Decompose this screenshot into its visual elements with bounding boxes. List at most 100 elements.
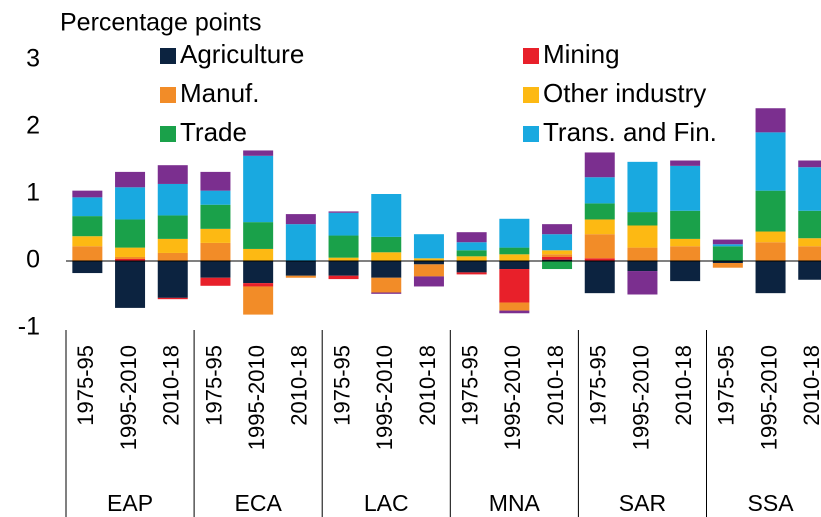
bar-segment	[200, 171, 231, 191]
bar-segment	[542, 261, 573, 270]
bar-segment	[755, 242, 786, 261]
bar-segment	[157, 165, 188, 184]
bar-segment	[72, 216, 103, 237]
bar-segment	[243, 248, 274, 261]
bar-segment	[200, 190, 231, 205]
bar-segment	[712, 244, 743, 247]
x-tick-label: 1975-95	[73, 345, 98, 426]
y-tick-label: 0	[26, 246, 40, 274]
bar-segment	[157, 261, 188, 298]
bar-segment	[456, 272, 487, 275]
bar-segment	[200, 242, 231, 261]
bar-segment	[499, 310, 530, 314]
legend-swatch	[523, 48, 539, 64]
bar-segment	[670, 210, 701, 239]
bar-segment	[285, 214, 316, 225]
bar-segment	[413, 264, 444, 277]
bar-segment	[371, 194, 402, 237]
x-tick-label: 1975-95	[714, 345, 739, 426]
x-tick-label: 2010-18	[159, 345, 184, 426]
group-label: SSA	[748, 490, 795, 516]
x-tick-label: 1995-2010	[244, 345, 269, 450]
bar-segment	[542, 224, 573, 235]
bar-segment	[328, 211, 359, 213]
x-tick-label: 2010-18	[543, 345, 568, 426]
bar-segment	[499, 261, 530, 270]
bar-segment	[285, 224, 316, 261]
bar-segment	[798, 261, 821, 280]
bar-segment	[542, 256, 573, 260]
legend-swatch	[523, 87, 539, 103]
x-tick-label: 1975-95	[457, 345, 482, 426]
group-label: SAR	[619, 490, 666, 516]
bar-segment	[413, 261, 444, 265]
group-label: EAP	[107, 490, 153, 516]
bar-segment	[243, 286, 274, 315]
group-label: MNA	[489, 490, 541, 516]
legend-label: Manuf.	[180, 78, 260, 108]
bar-segment	[499, 269, 530, 303]
bar-segment	[542, 254, 573, 257]
bar-segment	[371, 292, 402, 294]
bar-segment	[200, 261, 231, 278]
bar-segment	[157, 297, 188, 300]
bar-segment	[328, 212, 359, 236]
bar-segment	[72, 261, 103, 274]
bar-segment	[456, 256, 487, 261]
bar-segment	[72, 190, 103, 198]
bar-segment	[115, 187, 146, 220]
bar-segment	[798, 160, 821, 168]
bar-segment	[413, 234, 444, 259]
bar-segment	[157, 215, 188, 239]
bar-segment	[115, 219, 146, 248]
bar-segment	[627, 225, 658, 248]
bar-segment	[456, 261, 487, 273]
x-tick-label: 1995-2010	[116, 345, 141, 450]
bar-segment	[712, 239, 743, 245]
x-tick-label: 1995-2010	[756, 345, 781, 450]
bar-segment	[328, 235, 359, 258]
bar-segment	[157, 238, 188, 253]
bar-segment	[371, 277, 402, 293]
x-tick-label: 2010-18	[799, 345, 821, 426]
bar-segment	[584, 261, 615, 294]
legend-label: Mining	[543, 39, 620, 69]
bar-segment	[798, 210, 821, 239]
bar-segment	[584, 219, 615, 235]
x-tick-label: 2010-18	[287, 345, 312, 426]
legend-label: Trans. and Fin.	[543, 117, 717, 147]
bar-segment	[670, 160, 701, 166]
bar-segment	[755, 231, 786, 243]
y-tick-label: 2	[26, 112, 40, 140]
x-tick-label: 1995-2010	[500, 345, 525, 450]
bar-segment	[755, 261, 786, 294]
legend-label: Other industry	[543, 78, 706, 108]
bar-segment	[755, 190, 786, 232]
bar-segment	[115, 256, 146, 259]
bar-segment	[670, 165, 701, 211]
legend-swatch	[160, 87, 176, 103]
bar-segment	[285, 275, 316, 278]
bar-segment	[243, 150, 274, 156]
x-tick-label: 2010-18	[671, 345, 696, 426]
bar-segment	[798, 238, 821, 247]
bar-segment	[542, 259, 573, 261]
bar-segment	[328, 257, 359, 261]
x-tick-label: 1995-2010	[372, 345, 397, 450]
bar-segment	[157, 252, 188, 261]
group-label: LAC	[364, 490, 409, 516]
group-label: ECA	[235, 490, 283, 516]
bar-segment	[72, 197, 103, 217]
bar-segment	[200, 204, 231, 229]
bar-segment	[627, 161, 658, 213]
bar-segment	[243, 283, 274, 287]
bar-segment	[712, 261, 743, 264]
legend-label: Trade	[180, 117, 247, 147]
legend-label: Agriculture	[180, 39, 304, 69]
bar-segment	[798, 246, 821, 261]
bar-segment	[243, 261, 274, 284]
x-tick-label: 2010-18	[415, 345, 440, 426]
bar-segment	[627, 247, 658, 261]
y-axis-label: Percentage points	[60, 9, 262, 37]
